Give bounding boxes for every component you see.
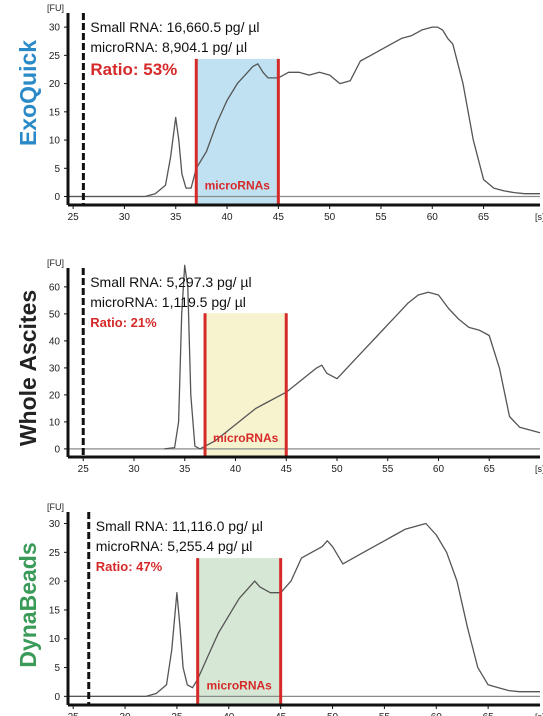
microrna-text: microRNA: 8,904.1 pg/ µl [90,39,247,55]
ratio-text: Ratio: 21% [90,315,157,330]
y-tick-label: 0 [54,692,60,703]
x-tick-label: 45 [281,464,293,475]
y-tick-label: 40 [49,336,61,347]
x-tick-label: 60 [427,212,439,223]
y-tick-label: 25 [49,51,61,62]
window-label: microRNAs [206,678,272,692]
x-tick-label: 45 [273,212,285,223]
x-tick-label: 55 [375,212,387,223]
y-unit-label: [FU] [47,3,64,13]
side-label: DynaBeads [15,542,41,667]
x-tick-label: 45 [275,712,287,716]
y-tick-label: 20 [49,577,61,588]
y-tick-label: 20 [49,390,61,401]
trace-line [68,522,540,698]
x-tick-label: 25 [78,464,90,475]
microrna-text: microRNA: 1,119.5 pg/ µl [90,294,246,310]
x-tick-label: 60 [431,712,443,716]
y-tick-label: 0 [54,444,60,455]
window-label: microRNAs [213,431,279,445]
x-unit-label: [s] [535,464,543,474]
x-tick-label: 50 [327,712,339,716]
small-rna-text: Small RNA: 11,116.0 pg/ µl [96,518,263,534]
x-tick-label: 55 [382,464,394,475]
x-tick-label: 40 [223,712,235,716]
ratio-text: Ratio: 47% [96,559,163,574]
y-tick-label: 20 [49,79,61,90]
y-tick-label: 5 [54,663,60,674]
x-tick-label: 65 [478,212,490,223]
y-tick-label: 10 [49,417,61,428]
y-unit-label: [FU] [47,258,64,268]
x-tick-label: 55 [379,712,391,716]
y-unit-label: [FU] [47,502,64,512]
side-label: Whole Ascites [15,290,41,446]
x-tick-label: 30 [128,464,140,475]
x-tick-label: 30 [119,712,131,716]
x-tick-label: 65 [484,464,496,475]
trace-line [164,264,541,450]
y-tick-label: 5 [54,164,60,175]
y-tick-label: 15 [49,605,61,616]
side-label: ExoQuick [15,40,41,146]
x-unit-label: [s] [535,212,543,222]
microrna-window-fill [197,558,281,705]
y-tick-label: 50 [49,309,61,320]
x-tick-label: 25 [68,712,80,716]
small-rna-text: Small RNA: 16,660.5 pg/ µl [90,19,259,35]
window-label: microRNAs [205,179,271,193]
y-tick-label: 30 [49,519,61,530]
x-tick-label: 50 [324,212,336,223]
y-tick-label: 25 [49,548,61,559]
x-tick-label: 40 [230,464,242,475]
panel-1: ExoQuick microRNAs 0 5 10 15 20 25 30 25 30 35 40 45 5… [15,3,543,223]
small-rna-text: Small RNA: 5,297.3 pg/ µl [90,274,251,290]
x-tick-label: 40 [221,212,233,223]
y-tick-label: 10 [49,136,61,147]
x-tick-label: 60 [433,464,445,475]
y-tick-label: 60 [49,282,61,293]
y-tick-label: 0 [54,192,60,203]
trace-line [68,26,540,198]
x-tick-label: 35 [170,212,182,223]
microrna-text: microRNA: 5,255.4 pg/ µl [96,538,253,554]
panel-2: Whole Ascites microRNAs 0 10 20 30 40 50 60 25 30 3… [15,258,543,475]
x-tick-label: 65 [483,712,495,716]
x-unit-label: [s] [535,712,543,716]
x-tick-label: 25 [68,212,80,223]
y-tick-label: 10 [49,634,61,645]
y-tick-label: 30 [49,363,61,374]
panel-3: DynaBeads microRNAs 0 5 10 15 20 25 30 25 30 35 40 45… [15,502,543,716]
microrna-window-fill [205,313,287,457]
x-tick-label: 50 [331,464,343,475]
x-tick-label: 35 [171,712,183,716]
x-tick-label: 30 [119,212,131,223]
x-tick-label: 35 [179,464,191,475]
y-tick-label: 15 [49,107,61,118]
y-tick-label: 30 [49,23,61,34]
ratio-text: Ratio: 53% [90,60,177,79]
